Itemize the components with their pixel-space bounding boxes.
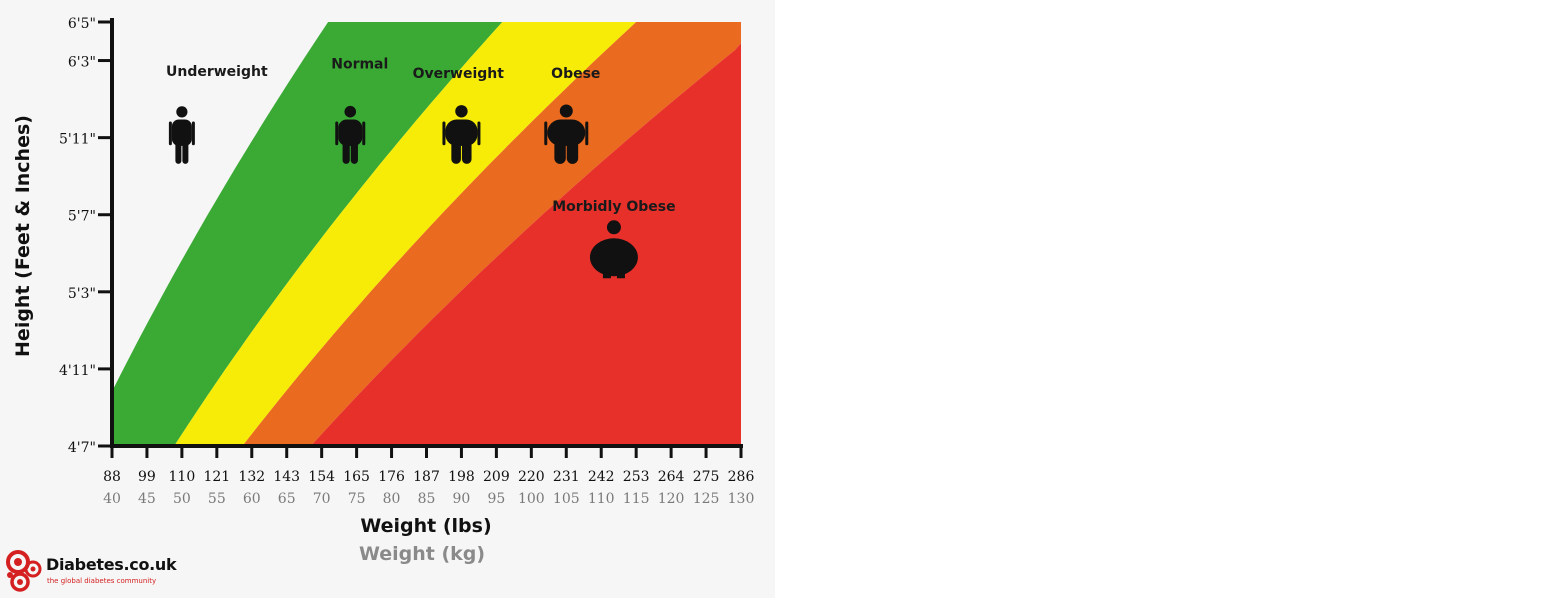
x-tick-label-lbs: 154 [308, 469, 335, 485]
y-tick-label: 6'5" [68, 16, 96, 32]
y-tick-label: 4'7" [68, 440, 96, 456]
x-tick-label-lbs: 132 [238, 469, 265, 485]
zone-label-underweight: Underweight [166, 64, 268, 80]
x-tick-label-kg: 50 [173, 491, 191, 507]
x-tick-label-kg: 40 [103, 491, 121, 507]
y-tick-label: 5'7" [68, 209, 96, 225]
x-tick-label-lbs: 165 [343, 469, 370, 485]
zones-layer [112, 22, 741, 446]
diabetes-logo-icon [6, 550, 42, 592]
x-tick-label-lbs: 242 [588, 469, 615, 485]
x-tick-label-kg: 115 [623, 491, 650, 507]
x-tick-label-lbs: 143 [273, 469, 300, 485]
obese-figure-icon [544, 104, 589, 164]
brand-name: Diabetes.co.uk [46, 555, 177, 574]
x-tick-label-kg: 95 [487, 491, 505, 507]
bmi-chart: Underweight Normal Overweight Obese Morbidly… [12, 16, 754, 565]
morbidly-obese-figure-icon [589, 220, 638, 279]
brand-logo: Diabetes.co.uk the global diabetes commu… [6, 549, 206, 593]
x-tick-label-kg: 100 [518, 491, 545, 507]
x-tick-label-lbs: 110 [169, 469, 196, 485]
x-axis-title-kg: Weight (kg) [359, 543, 485, 565]
y-tick-label: 4'11" [59, 363, 96, 379]
x-tick-label-kg: 105 [553, 491, 580, 507]
x-tick-label-lbs: 176 [378, 469, 405, 485]
y-tick-label: 5'3" [68, 286, 96, 302]
chart-panel: Underweight Normal Overweight Obese Morbidly… [0, 0, 775, 598]
x-tick-label-lbs: 99 [138, 469, 156, 485]
x-tick-label-lbs: 121 [203, 469, 230, 485]
y-tick-label: 6'3" [68, 55, 96, 71]
figures-layer [168, 104, 638, 279]
zone-label-normal: Normal [331, 56, 388, 72]
x-tick-label-kg: 55 [208, 491, 226, 507]
normal-figure-icon [335, 105, 366, 164]
x-tick-label-kg: 75 [348, 491, 366, 507]
zone-morbidly-obese [310, 22, 741, 446]
underweight-figure-icon [168, 106, 195, 164]
x-tick-label-kg: 125 [693, 491, 720, 507]
x-tick-label-lbs: 88 [103, 469, 121, 485]
x-tick-label-lbs: 187 [413, 469, 440, 485]
axes-layer: 4'7" 4'11" 5'3" 5'7" 5'11" 6'3" 6'5" 88 40 99 45 11… [59, 16, 754, 507]
x-tick-label-kg: 90 [453, 491, 471, 507]
zone-normal [112, 22, 503, 446]
x-tick-label-kg: 120 [658, 491, 685, 507]
x-tick-label-lbs: 231 [553, 469, 580, 485]
x-tick-label-kg: 80 [383, 491, 401, 507]
zone-label-overweight: Overweight [413, 66, 505, 82]
y-tick-label: 5'11" [59, 132, 96, 148]
x-tick-label-kg: 110 [588, 491, 615, 507]
zone-labels-layer: Underweight Normal Overweight Obese Morbidly… [166, 56, 676, 215]
x-tick-label-lbs: 209 [483, 469, 510, 485]
x-axis-title: Weight (lbs) [360, 515, 491, 537]
x-tick-label-kg: 65 [278, 491, 296, 507]
zone-overweight [174, 22, 637, 446]
x-tick-label-lbs: 253 [623, 469, 650, 485]
x-tick-label-lbs: 198 [448, 469, 475, 485]
y-axis-title: Height (Feet & Inches) [12, 115, 34, 357]
x-tick-label-kg: 85 [418, 491, 436, 507]
x-tick-label-lbs: 264 [658, 469, 685, 485]
zone-obese [242, 22, 741, 446]
x-tick-label-kg: 60 [243, 491, 261, 507]
overweight-figure-icon [442, 105, 481, 164]
brand-tagline: the global diabetes community [47, 577, 157, 585]
zone-label-morbidly-obese: Morbidly Obese [552, 199, 675, 215]
x-tick-label-kg: 130 [728, 491, 755, 507]
x-tick-label-kg: 45 [138, 491, 156, 507]
x-tick-label-lbs: 275 [693, 469, 720, 485]
x-tick-label-lbs: 286 [728, 469, 755, 485]
x-tick-label-kg: 70 [313, 491, 331, 507]
zone-label-obese: Obese [551, 66, 600, 82]
x-tick-label-lbs: 220 [518, 469, 545, 485]
